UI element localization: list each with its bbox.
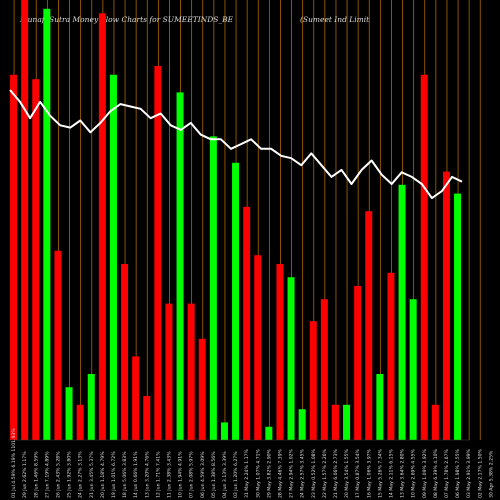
x-tick-label: 30 Apr 5.38% 2.25% — [488, 450, 494, 498]
x-tick-label: 26 Jun 2.43% 5.28% — [55, 451, 61, 498]
x-tick-label: 10 May 2.69% 4.55% — [411, 448, 417, 498]
bar-inflow — [398, 184, 406, 440]
bar-outflow — [32, 79, 40, 440]
bars — [10, 0, 462, 441]
bar-inflow — [43, 8, 51, 441]
x-tick-label: 29 Jun 2.62% 1.17% — [22, 451, 28, 498]
bar-outflow — [187, 303, 195, 440]
bar-inflow — [265, 426, 273, 440]
bar-outflow — [387, 272, 395, 440]
money-flow-line — [9, 89, 463, 200]
x-tick-label: 25 Jun 1.92% 3.80% — [67, 451, 73, 498]
x-tick-label: 10 Jun 1.94% 4.91% — [178, 451, 184, 498]
bar-outflow — [98, 13, 106, 440]
bar-inflow — [376, 374, 384, 440]
bar-outflow — [365, 211, 373, 440]
x-tick-label: 16 May 1.06% 3.97% — [366, 448, 372, 498]
x-tick-label: 17 May 0.87% 3.54% — [355, 448, 361, 498]
bar-outflow — [165, 303, 173, 440]
bar-inflow — [409, 299, 417, 440]
x-tick-label: 02 May 2.17% 1.50% — [477, 448, 483, 498]
x-tick-label: 18 Jun 5.06% 3.83% — [122, 451, 128, 498]
x-tick-label: 19 Jun 1.01% 6.72% — [111, 451, 117, 498]
bar-outflow — [331, 404, 339, 440]
bar-outflow — [21, 0, 29, 440]
bar-outflow — [198, 338, 206, 440]
x-tick-label: 24 May 2.57% 3.45% — [300, 448, 306, 498]
bar-outflow — [132, 356, 140, 440]
chart-title: MunafaSutra Money Flow Charts for SUMEET… — [19, 15, 234, 24]
x-tick-label: 28 Jun 1.46% 8.59% — [33, 451, 39, 498]
x-tick-label: 03 May 2.91% 3.99% — [466, 448, 472, 498]
x-tick-label: 27 Jun 7.19% 4.89% — [44, 451, 50, 498]
bar-outflow — [54, 250, 62, 440]
x-tick-label: 24 Jun 2.27% 3.13% — [78, 451, 84, 498]
x-tick-label: 08 May 6.39% 4.10% — [433, 448, 439, 498]
bar-outflow — [76, 404, 84, 440]
x-tick-label: 14 May 2.11% 6.15% — [388, 448, 394, 498]
x-tick-label: 13 Jun 3.20% 4.76% — [144, 451, 150, 498]
x-tick-label: 22 May 1.57% 2.26% — [322, 448, 328, 498]
money-flow-polyline — [9, 89, 463, 200]
x-tick-label: 20 May 3.54% 1.55% — [344, 448, 350, 498]
x-tick-label: 20 Jun 1.18% 4.79% — [100, 451, 106, 498]
bar-inflow — [454, 193, 462, 440]
x-tick-label: 07 May 1.78% 2.67% — [444, 448, 450, 498]
x-tick-label: 21 Jun 3.45% 5.37% — [89, 451, 95, 498]
x-tick-label: 06 May 1.98% 7.55% — [455, 448, 461, 498]
x-tick-label: 09 May 1.09% 3.92% — [422, 448, 428, 498]
x-tick-label: 03 Jun 1.20% 6.27% — [233, 451, 239, 498]
x-tick-label: 29 May 3.82% 2.90% — [266, 448, 272, 498]
bar-outflow — [431, 404, 439, 440]
bar-inflow — [220, 422, 228, 440]
bar-inflow — [232, 162, 240, 441]
bar-inflow — [87, 374, 95, 440]
x-tick-label: 23 May 0.52% 1.08% — [311, 448, 317, 498]
x-tick-label: 30 May 1.07% 4.71% — [255, 448, 261, 498]
bar-outflow — [10, 74, 18, 441]
bar-outflow — [309, 321, 317, 440]
bar-outflow — [442, 171, 450, 440]
x-tick-label: 11 Jun 2.38% 3.43% — [166, 451, 172, 498]
bar-outflow — [354, 286, 362, 440]
x-tick-label: 04 Jun 3.13% 3.39% — [222, 451, 228, 498]
x-tick-label: 07 Jun 2.08% 5.97% — [189, 451, 195, 498]
bar-inflow — [287, 277, 295, 440]
bar-inflow — [209, 136, 217, 440]
chart-subtitle: (Sumeet Ind Limit — [300, 15, 370, 24]
x-tick-label: 28 May 4.46% 7.39% — [277, 448, 283, 498]
bar-outflow — [243, 206, 251, 440]
x-tick-label: 05 Jun 1.38% 8.56% — [211, 451, 217, 498]
bar-outflow — [276, 264, 284, 440]
bar-outflow — [154, 66, 162, 440]
bar-inflow — [298, 409, 306, 440]
bar-inflow — [343, 404, 351, 440]
x-tick-label: 12 Jun 1.71% 7.41% — [155, 451, 161, 498]
bar-inflow — [109, 74, 117, 441]
bar-outflow — [420, 74, 428, 441]
bar-outflow — [320, 299, 328, 440]
x-tick-label: 31 May 2.24% 1.17% — [244, 448, 250, 498]
x-tick-label: 06 Jun 4.59% 3.09% — [200, 451, 206, 498]
x-tick-label: 21 May 6.06% 2.73% — [333, 448, 339, 498]
bar-outflow — [143, 396, 151, 440]
x-tick-label: 01 Jul 4.59% 6.19% 1101.93% — [11, 428, 17, 498]
x-tick-label: 13 May 3.64% 2.80% — [400, 448, 406, 498]
bar-inflow — [176, 92, 184, 441]
bar-outflow — [121, 264, 129, 440]
bar-inflow — [65, 387, 73, 440]
x-tick-labels: 01 Jul 4.59% 6.19% 1101.93% 29 Jun 2.62% … — [11, 428, 494, 498]
x-tick-label: 27 May 2.94% 1.02% — [289, 448, 295, 498]
x-tick-label: 14 Jun 0.66% 1.91% — [133, 451, 139, 498]
bar-outflow — [254, 255, 262, 440]
x-tick-label: 15 May 5.26% 7.34% — [377, 448, 383, 498]
